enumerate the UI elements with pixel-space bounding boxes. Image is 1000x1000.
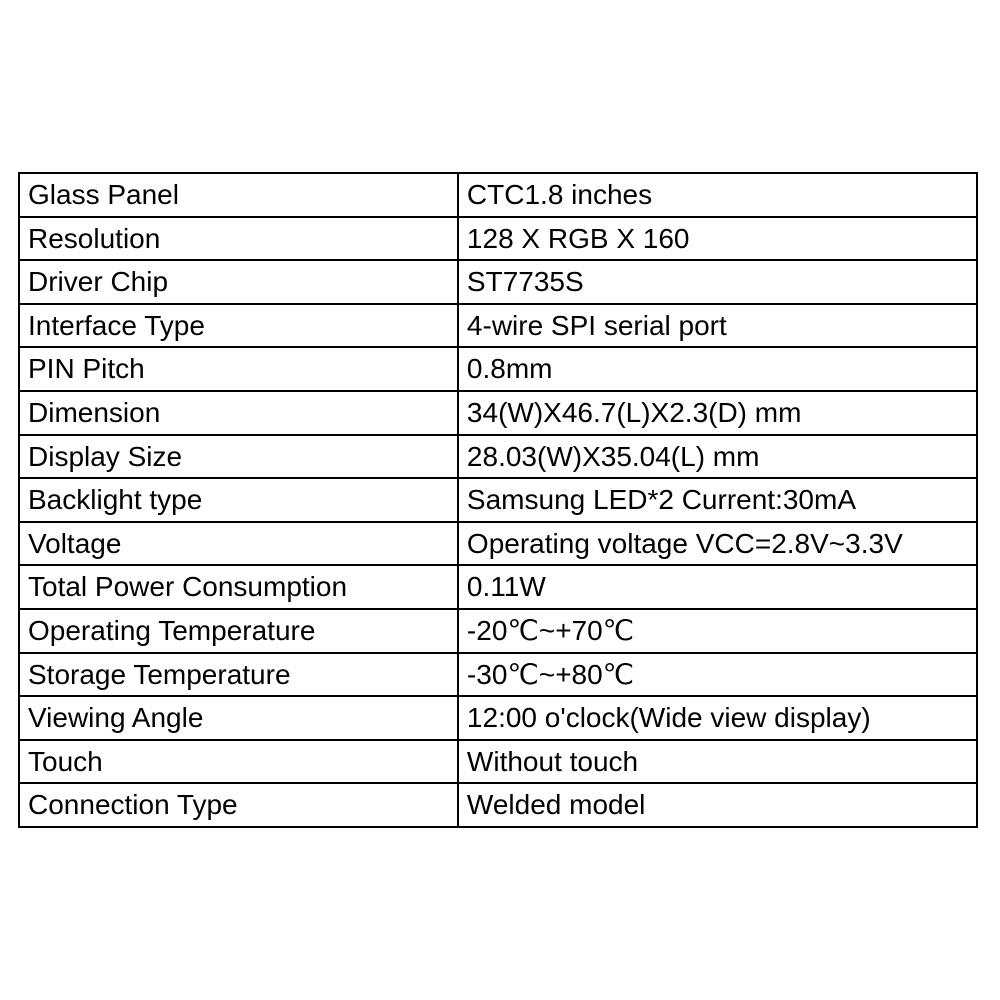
table-row: Touch Without touch xyxy=(19,740,977,784)
spec-value: Operating voltage VCC=2.8V~3.3V xyxy=(458,522,977,566)
spec-label: Operating Temperature xyxy=(19,609,458,653)
spec-table-body: Glass Panel CTC1.8 inches Resolution 128… xyxy=(19,173,977,827)
spec-value: 4-wire SPI serial port xyxy=(458,304,977,348)
spec-label: Resolution xyxy=(19,217,458,261)
spec-label: Total Power Consumption xyxy=(19,565,458,609)
spec-label: Touch xyxy=(19,740,458,784)
spec-label: Driver Chip xyxy=(19,260,458,304)
table-row: Display Size 28.03(W)X35.04(L) mm xyxy=(19,435,977,479)
spec-label: Voltage xyxy=(19,522,458,566)
table-row: Interface Type 4-wire SPI serial port xyxy=(19,304,977,348)
table-row: Total Power Consumption 0.11W xyxy=(19,565,977,609)
spec-value: -30℃~+80℃ xyxy=(458,653,977,697)
spec-label: PIN Pitch xyxy=(19,347,458,391)
spec-value: 34(W)X46.7(L)X2.3(D) mm xyxy=(458,391,977,435)
table-row: Operating Temperature -20℃~+70℃ xyxy=(19,609,977,653)
spec-table: Glass Panel CTC1.8 inches Resolution 128… xyxy=(18,172,978,828)
table-row: Viewing Angle 12:00 o'clock(Wide view di… xyxy=(19,696,977,740)
spec-label: Viewing Angle xyxy=(19,696,458,740)
spec-label: Interface Type xyxy=(19,304,458,348)
spec-label: Display Size xyxy=(19,435,458,479)
spec-label: Connection Type xyxy=(19,783,458,827)
table-row: Resolution 128 X RGB X 160 xyxy=(19,217,977,261)
spec-value: ST7735S xyxy=(458,260,977,304)
spec-value: 12:00 o'clock(Wide view display) xyxy=(458,696,977,740)
spec-value: CTC1.8 inches xyxy=(458,173,977,217)
table-row: PIN Pitch 0.8mm xyxy=(19,347,977,391)
table-row: Voltage Operating voltage VCC=2.8V~3.3V xyxy=(19,522,977,566)
table-row: Dimension 34(W)X46.7(L)X2.3(D) mm xyxy=(19,391,977,435)
spec-label: Dimension xyxy=(19,391,458,435)
spec-value: Without touch xyxy=(458,740,977,784)
table-row: Backlight type Samsung LED*2 Current:30m… xyxy=(19,478,977,522)
spec-value: Samsung LED*2 Current:30mA xyxy=(458,478,977,522)
spec-value: 0.11W xyxy=(458,565,977,609)
spec-value: 128 X RGB X 160 xyxy=(458,217,977,261)
spec-value: -20℃~+70℃ xyxy=(458,609,977,653)
spec-label: Glass Panel xyxy=(19,173,458,217)
table-row: Storage Temperature -30℃~+80℃ xyxy=(19,653,977,697)
spec-label: Storage Temperature xyxy=(19,653,458,697)
table-row: Driver Chip ST7735S xyxy=(19,260,977,304)
spec-value: 28.03(W)X35.04(L) mm xyxy=(458,435,977,479)
spec-label: Backlight type xyxy=(19,478,458,522)
table-row: Glass Panel CTC1.8 inches xyxy=(19,173,977,217)
spec-value: 0.8mm xyxy=(458,347,977,391)
table-row: Connection Type Welded model xyxy=(19,783,977,827)
spec-value: Welded model xyxy=(458,783,977,827)
